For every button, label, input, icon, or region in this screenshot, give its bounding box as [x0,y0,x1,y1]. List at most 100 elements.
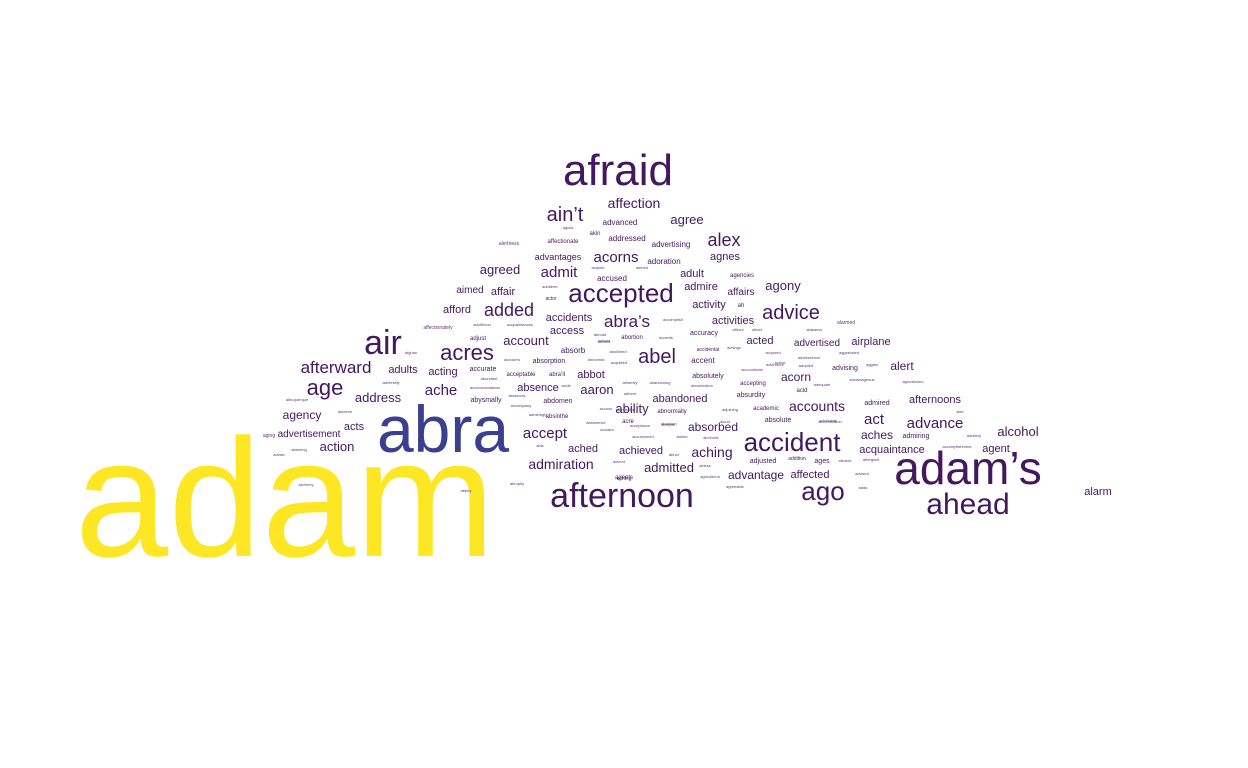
word-agreed: agreed [480,262,520,277]
word-afford: afford [443,304,471,316]
word-small-albert: albert [752,327,763,332]
word-accounts: accounts [789,398,845,414]
word-actor: actor [545,296,556,302]
word-small-accomplishment: accomplishment [943,444,973,449]
word-abra: abra [377,392,509,466]
word-absinthe: absinthe [546,414,569,420]
word-agree: agree [670,212,703,227]
word-action: action [320,439,355,454]
word-abbot: abbot [577,369,605,381]
word-small-adulthood: adulthood [473,322,491,327]
word-small-accepts: accepts [661,422,675,427]
word-acorn: acorn [781,370,811,384]
word-agent: agent [982,443,1010,455]
word-alert: alert [890,359,914,373]
word-accuracy: accuracy [690,330,719,337]
word-small-adds: adds [859,485,868,490]
word-small-abnormal: abnormal [588,357,605,362]
word-small-affectionately: affectionately [423,325,453,331]
word-absorbed: absorbed [688,420,738,434]
word-small-alarming: alarming [291,447,306,452]
word-small-accumulation: accumulation [818,419,842,424]
word-affectionate: affectionate [548,239,580,245]
word-abnormally: abnormally [657,409,686,415]
word-adam-s: adam’s [894,442,1041,494]
word-adjusted: adjusted [750,458,777,465]
word-akin: akin [589,231,600,237]
word-small-affront: affront [732,327,744,332]
word-air: air [364,324,402,362]
word-acid: acid [796,388,807,394]
word-small-abomination: abomination [691,383,713,388]
word-small-aids: aids [536,443,543,448]
word-small-alertness: alertness [499,241,520,247]
word-small-admiringly: admiringly [529,412,547,417]
word-agency: agency [283,408,322,422]
word-aimed: aimed [456,285,483,296]
word-small-abolished: abolished [609,349,626,354]
word-small-alabama: alabama [806,327,822,332]
word-small-abhor: abhor [669,452,680,457]
word-small-abruptly: abruptly [510,481,524,486]
word-small-absences: absences [508,393,525,398]
word-abel: abel [638,346,676,368]
word-small-abbey: abbey [461,488,472,493]
word-absorb: absorb [561,346,586,355]
word-acquaintance: acquaintance [859,444,924,456]
word-adoration: adoration [647,257,680,266]
word-afternoons: afternoons [909,394,961,406]
word-afraid: afraid [563,146,673,195]
word-admire: admire [684,281,718,293]
word-age: age [307,375,344,400]
word-small-accustomed: accustomed [632,434,654,439]
word-acre: acre [622,419,634,425]
word-accurate: accurate [470,366,497,373]
word-abdomen: abdomen [543,398,572,405]
word-small-adulterer: adulterer [542,284,558,289]
word-alex: alex [707,230,740,250]
word-small-agreeable: agreeable [726,484,745,489]
word-small-ailment: ailment [839,458,853,463]
word-advice: advice [762,302,820,324]
word-small-accuse: accuse [600,406,613,411]
word-aching: aching [617,476,632,482]
word-small-accomplish: accomplish [663,317,683,322]
word-small-accommodations: accommodations [470,385,500,390]
word-small-acquitted: acquitted [611,360,627,365]
word-acorns: acorns [593,249,638,266]
word-small-absently: absently [623,380,638,385]
word-advertised: advertised [794,338,840,349]
word-affair: affair [491,286,516,298]
word-small-aguila: aguila [563,225,574,230]
word-small-albuquerque: albuquerque [286,397,309,402]
word-small-accompany: accompany [511,403,531,408]
word-agents: agents [615,475,633,481]
word-small-advent: advent [613,459,626,464]
word-absurdity: absurdity [737,392,766,399]
word-small-accusers: accusers [504,357,520,362]
word-small-alarmed: alarmed [837,320,855,326]
word-absorption: absorption [533,358,566,365]
word-small-advised: advised [855,471,869,476]
word-small-agricultural: agricultural [700,474,720,479]
word-acceptable: acceptable [506,372,536,378]
word-small-adobe: adobe [676,434,688,439]
word-ached: ached [568,443,598,455]
word-small-acclaim: acclaim [600,427,614,432]
word-small-admirable: admirable [819,418,837,423]
word-airplane: airplane [851,336,890,348]
word-ago: ago [801,476,844,506]
word-abortion: abortion [621,335,643,341]
word-aches: aches [861,428,893,442]
word-ain-t: ain’t [547,204,584,226]
word-accept: accept [523,425,568,442]
word-small-alerted: alerted [636,265,648,270]
word-achieved: achieved [619,445,663,457]
word-small-afghan: afghan [405,350,417,355]
word-agencies: agencies [730,273,754,279]
word-adults: adults [388,364,418,376]
word-added: added [484,300,534,320]
word-small-aboard: aboard [598,339,610,344]
word-accepting: accepting [740,381,766,387]
